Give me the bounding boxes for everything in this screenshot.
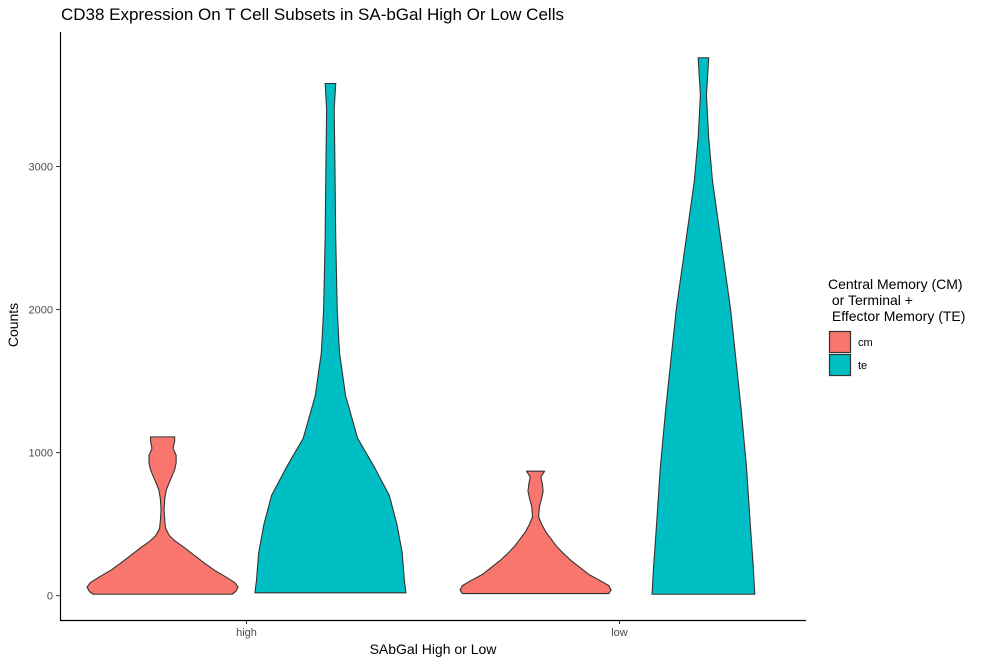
legend-key-cm xyxy=(828,330,852,354)
violin-cm-low xyxy=(459,470,612,595)
legend-key-te xyxy=(828,353,852,377)
legend-title-line-1: Central Memory (CM) xyxy=(828,276,963,292)
y-axis-ticks: 0 1000 2000 3000 xyxy=(29,161,60,603)
y-axis-title: Counts xyxy=(5,303,21,347)
x-tick-label: high xyxy=(236,627,257,639)
legend-label-te: te xyxy=(858,360,867,372)
violin-cm-high xyxy=(86,436,239,595)
violin-te-high xyxy=(254,82,407,594)
legend-label-cm: cm xyxy=(858,337,873,349)
legend-title-line-2: or Terminal + xyxy=(828,292,913,308)
y-tick-label: 1000 xyxy=(29,448,53,460)
violin-te-low xyxy=(651,57,756,595)
y-tick-label: 3000 xyxy=(29,161,53,173)
x-tick-label: low xyxy=(611,627,628,639)
legend: Central Memory (CM) or Terminal + Effect… xyxy=(828,276,965,377)
plot-area xyxy=(86,57,756,595)
legend-title-line-3: Effector Memory (TE) xyxy=(828,308,965,324)
x-axis-title: SAbGal High or Low xyxy=(370,641,498,657)
y-tick-label: 2000 xyxy=(29,305,53,317)
y-tick-label: 0 xyxy=(47,591,53,603)
x-axis-ticks: high low xyxy=(236,620,628,639)
chart-title: CD38 Expression On T Cell Subsets in SA-… xyxy=(61,5,564,24)
